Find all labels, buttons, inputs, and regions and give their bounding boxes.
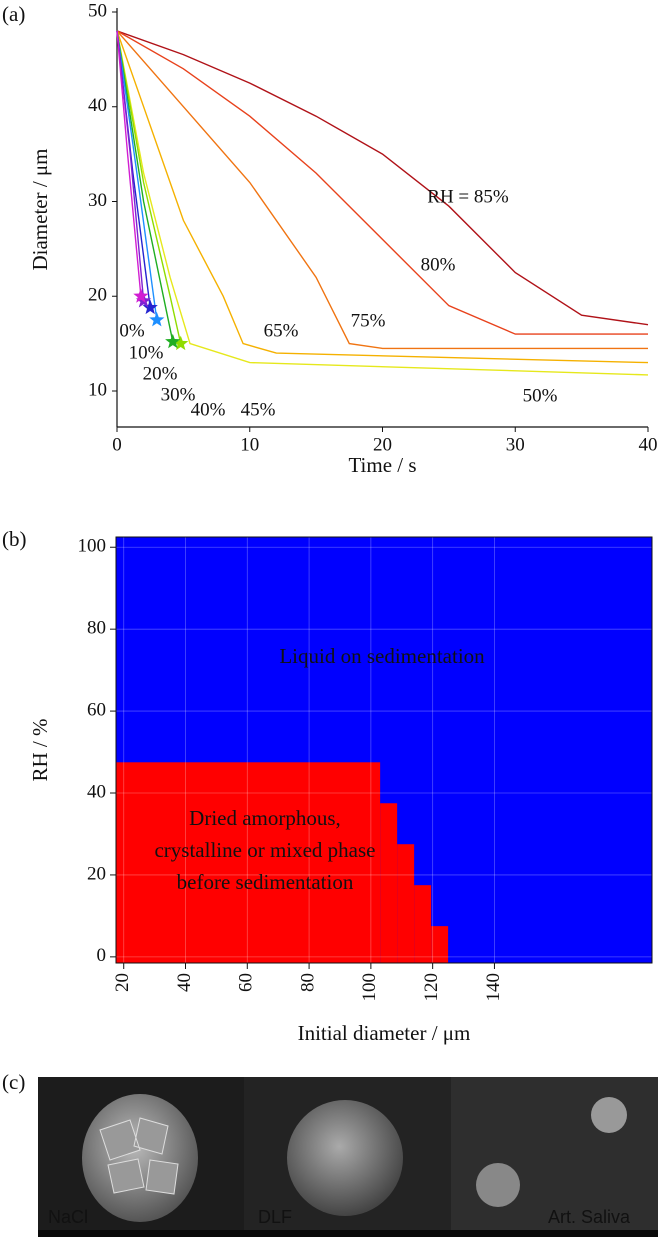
end-marker	[173, 335, 189, 351]
image-label: NaCl	[48, 1207, 88, 1227]
x-tick-label: 0	[112, 434, 122, 455]
series-line	[116, 30, 649, 376]
series-label: 30%	[161, 384, 196, 405]
series-label: 40%	[191, 399, 226, 420]
series-label: 80%	[421, 254, 456, 275]
region-label: crystalline or mixed phase	[154, 838, 375, 862]
x-tick-label: 80	[297, 973, 318, 992]
x-tick-label: 10	[240, 434, 259, 455]
series-label: 20%	[143, 363, 178, 384]
x-tick-label: 40	[639, 434, 658, 455]
end-marker	[133, 288, 149, 303]
plot-frame	[115, 536, 653, 964]
series-label: 10%	[129, 342, 164, 363]
panel-label: (a)	[2, 2, 25, 26]
series-label: RH = 85%	[427, 186, 509, 207]
particle	[287, 1100, 403, 1216]
dried-region	[431, 926, 449, 963]
y-tick-label: 0	[97, 945, 107, 966]
particle	[82, 1094, 198, 1222]
series-line	[116, 30, 649, 364]
dried-region	[380, 803, 398, 963]
sem-image	[451, 1077, 658, 1237]
x-tick-label: 20	[373, 434, 392, 455]
series-line	[116, 30, 649, 326]
x-tick-label: 20	[112, 973, 133, 992]
end-marker	[165, 333, 181, 349]
particle	[476, 1163, 520, 1207]
end-marker	[142, 299, 158, 315]
y-tick-label: 40	[88, 95, 107, 116]
y-tick-label: 100	[78, 536, 107, 557]
y-axis-title: Diameter / μm	[28, 148, 52, 270]
series-line	[116, 30, 142, 297]
y-tick-label: 50	[88, 0, 107, 21]
series-label: 75%	[351, 310, 386, 331]
series-line	[116, 30, 182, 344]
series-line	[116, 30, 158, 320]
image-label: Art. Saliva	[548, 1207, 631, 1227]
series-line	[116, 30, 174, 342]
dried-region	[414, 885, 432, 963]
info-bar	[38, 1230, 658, 1237]
panel-label: (c)	[2, 1070, 25, 1094]
y-tick-label: 20	[88, 285, 107, 306]
series-line	[116, 30, 648, 350]
y-axis-title: RH / %	[28, 719, 52, 782]
x-tick-label: 60	[236, 973, 257, 992]
x-tick-label: 40	[174, 973, 195, 992]
crystal-facets	[99, 1117, 179, 1195]
x-tick-label: 30	[506, 434, 525, 455]
x-tick-label: 140	[483, 973, 504, 1002]
sem-images	[38, 1077, 658, 1237]
dried-region	[116, 762, 381, 963]
x-axis-title: Initial diameter / μm	[298, 1021, 471, 1045]
series-label: 45%	[241, 399, 276, 420]
series-label: 0%	[119, 320, 145, 341]
y-tick-label: 80	[87, 618, 106, 639]
y-tick-label: 20	[87, 863, 106, 884]
x-tick-label: 100	[359, 973, 380, 1002]
series-label: 65%	[264, 320, 299, 341]
x-tick-label: 120	[421, 973, 442, 1002]
series-label: 50%	[523, 385, 558, 406]
y-tick-label: 40	[87, 781, 106, 802]
region-label: Liquid on sedimentation	[279, 644, 485, 668]
end-marker	[149, 311, 165, 327]
x-axis-title: Time / s	[348, 453, 416, 477]
series-line	[116, 30, 145, 302]
y-tick-label: 10	[88, 379, 107, 400]
series-line	[116, 30, 648, 335]
particle	[591, 1097, 627, 1133]
panel-label: (b)	[2, 527, 27, 551]
y-tick-label: 30	[88, 190, 107, 211]
y-tick-label: 60	[87, 699, 106, 720]
dried-region	[397, 844, 415, 963]
region-label: Dried amorphous,	[189, 806, 341, 830]
image-label: DLF	[258, 1207, 292, 1227]
region-label: before sedimentation	[177, 870, 354, 894]
